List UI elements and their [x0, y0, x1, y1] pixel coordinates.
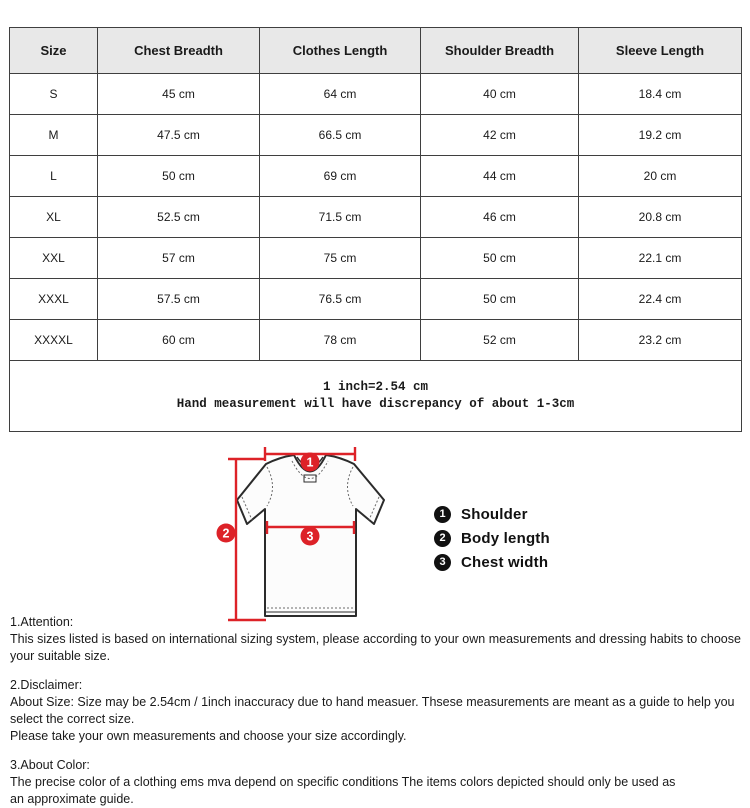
- table-cell: 76.5 cm: [259, 278, 421, 320]
- about-color-title: 3.About Color:: [10, 758, 90, 772]
- table-row-s: S 45 cm 64 cm 40 cm 18.4 cm: [9, 73, 742, 115]
- table-row-l: L 50 cm 69 cm 44 cm 20 cm: [9, 155, 742, 197]
- cuff-stitch-right: [368, 496, 380, 521]
- disclaimer-title: 2.Disclaimer:: [10, 678, 83, 692]
- measure-badge-1-label: 1: [307, 456, 314, 470]
- disclaimer-text-1: About Size: Size may be 2.54cm / 1inch i…: [10, 695, 735, 726]
- table-cell: XL: [9, 196, 98, 238]
- header-shoulder-breadth: Shoulder Breadth: [420, 27, 579, 74]
- cuff-stitch-left: [241, 496, 253, 521]
- table-note-row: 1 inch=2.54 cm Hand measurement will hav…: [9, 360, 742, 432]
- table-cell: L: [9, 155, 98, 197]
- table-cell: 40 cm: [420, 73, 579, 115]
- legend-label: Body length: [461, 529, 550, 547]
- table-cell: 71.5 cm: [259, 196, 421, 238]
- size-chart-page: Size Chest Breadth Clothes Length Should…: [9, 27, 742, 806]
- collar-label: [303, 474, 317, 483]
- table-cell: 64 cm: [259, 73, 421, 115]
- armhole-stitch-right: [347, 466, 354, 507]
- attention-text: This sizes listed is based on internatio…: [10, 632, 741, 663]
- header-chest-breadth: Chest Breadth: [97, 27, 260, 74]
- measurement-note: 1 inch=2.54 cm Hand measurement will hav…: [9, 360, 742, 432]
- table-cell: XXXL: [9, 278, 98, 320]
- table-row-xl: XL 52.5 cm 71.5 cm 46 cm 20.8 cm: [9, 196, 742, 238]
- table-cell: 42 cm: [420, 114, 579, 156]
- legend-item-body-length: 2 Body length: [434, 526, 550, 550]
- table-cell: 45 cm: [97, 73, 260, 115]
- table-cell: M: [9, 114, 98, 156]
- footnotes: 1.Attention: This sizes listed is based …: [10, 614, 745, 808]
- table-cell: 50 cm: [97, 155, 260, 197]
- table-row-xxxxl: XXXXL 60 cm 78 cm 52 cm 23.2 cm: [9, 319, 742, 361]
- measure-badge-1: 1: [300, 452, 320, 472]
- table-cell: 57 cm: [97, 237, 260, 279]
- table-cell: 66.5 cm: [259, 114, 421, 156]
- table-cell: 60 cm: [97, 319, 260, 361]
- table-header-row: Size Chest Breadth Clothes Length Should…: [9, 27, 742, 74]
- legend-number-3-icon: 3: [434, 553, 451, 571]
- header-size: Size: [9, 27, 98, 74]
- legend-label: Chest width: [461, 553, 549, 571]
- disclaimer-text-2: Please take your own measurements and ch…: [10, 729, 407, 743]
- table-cell: 20 cm: [578, 155, 742, 197]
- table-cell: 50 cm: [420, 278, 579, 320]
- measure-badge-2: 2: [216, 523, 236, 543]
- about-color-text-1: The precise color of a clothing ems mva …: [10, 775, 676, 789]
- header-sleeve-length: Sleeve Length: [578, 27, 742, 74]
- measure-legend: 1 Shoulder 2 Body length 3 Chest width: [434, 502, 550, 574]
- table-row-xxxl: XXXL 57.5 cm 76.5 cm 50 cm 22.4 cm: [9, 278, 742, 320]
- table-cell: 18.4 cm: [578, 73, 742, 115]
- table-cell: 50 cm: [420, 237, 579, 279]
- legend-item-shoulder: 1 Shoulder: [434, 502, 550, 526]
- table-cell: 57.5 cm: [97, 278, 260, 320]
- table-cell: 75 cm: [259, 237, 421, 279]
- about-color-text-2: an approximate guide.: [10, 792, 134, 806]
- table-cell: 19.2 cm: [578, 114, 742, 156]
- table-cell: 22.4 cm: [578, 278, 742, 320]
- table-cell: S: [9, 73, 98, 115]
- table-cell: 78 cm: [259, 319, 421, 361]
- tshirt-diagram: 1 2 3: [216, 447, 385, 622]
- note-line-inch: 1 inch=2.54 cm: [322, 380, 429, 394]
- legend-number-1-icon: 1: [434, 505, 451, 523]
- legend-number-2-icon: 2: [434, 529, 451, 547]
- table-cell: 69 cm: [259, 155, 421, 197]
- table-cell: XXL: [9, 237, 98, 279]
- neckline-stitch: [291, 460, 329, 479]
- table-cell: XXXXL: [9, 319, 98, 361]
- table-cell: 22.1 cm: [578, 237, 742, 279]
- legend-label: Shoulder: [461, 505, 528, 523]
- body-length-measure-line: [228, 457, 266, 622]
- header-clothes-length: Clothes Length: [259, 27, 421, 74]
- table-cell: 52.5 cm: [97, 196, 260, 238]
- table-cell: 44 cm: [420, 155, 579, 197]
- table-cell: 47.5 cm: [97, 114, 260, 156]
- legend-item-chest-width: 3 Chest width: [434, 550, 550, 574]
- table-row-xxl: XXL 57 cm 75 cm 50 cm 22.1 cm: [9, 237, 742, 279]
- table-cell: 46 cm: [420, 196, 579, 238]
- measure-badge-3: 3: [300, 526, 320, 546]
- note-line-discrepancy: Hand measurement will have discrepancy o…: [176, 397, 575, 411]
- measure-badge-3-label: 3: [307, 530, 314, 544]
- attention-title: 1.Attention:: [10, 615, 74, 629]
- table-cell: 52 cm: [420, 319, 579, 361]
- size-table: Size Chest Breadth Clothes Length Should…: [9, 27, 742, 432]
- table-cell: 20.8 cm: [578, 196, 742, 238]
- armhole-stitch-left: [266, 466, 273, 507]
- table-row-m: M 47.5 cm 66.5 cm 42 cm 19.2 cm: [9, 114, 742, 156]
- measure-badge-2-label: 2: [223, 527, 230, 541]
- table-cell: 23.2 cm: [578, 319, 742, 361]
